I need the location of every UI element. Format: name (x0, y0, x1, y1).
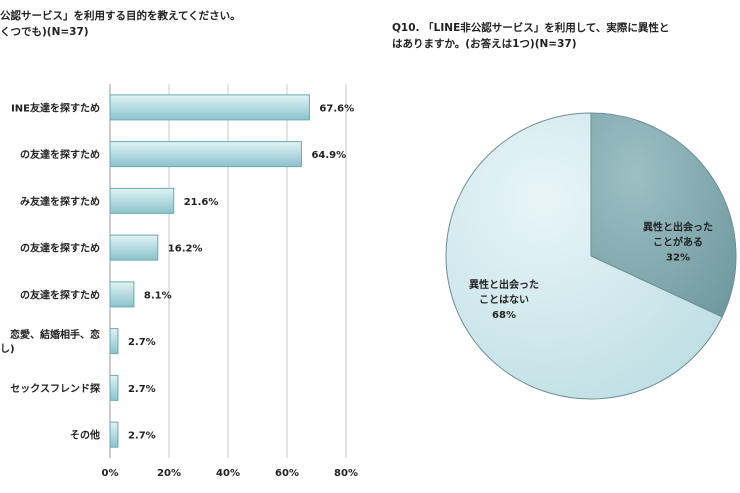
pie-slice-label: ことはない (479, 294, 529, 306)
category-label: の友達を探すため (20, 288, 100, 301)
category-label: その他 (70, 429, 100, 442)
bar-value-label: 67.6% (319, 103, 354, 114)
pie-slice-label: 異性と出会った (643, 221, 713, 234)
bar (109, 94, 310, 121)
left-chart-title-line-1: 公認サービス」を利用する目的を教えてください。 (0, 10, 241, 22)
left-chart-title: 公認サービス」を利用する目的を教えてください。 くつでも)(N=37) (0, 8, 241, 40)
pie-slice-label: ことがある (653, 236, 703, 249)
x-tick-label: 20% (157, 468, 181, 479)
bar-value-label: 8.1% (144, 290, 172, 301)
pie-slice (590, 112, 737, 318)
category-label: INE友達を探すため (11, 101, 100, 114)
bar (109, 328, 119, 355)
bar (109, 234, 159, 261)
bar-value-label: 16.2% (168, 244, 203, 255)
x-tick-label: 80% (334, 468, 358, 479)
bar-value-label: 2.7% (128, 384, 156, 395)
right-chart-title-line-2: はありますか。(お答えは1つ)(N=37) (392, 38, 577, 50)
right-chart-title: Q10. 「LINE非公認サービス」を利用して、実際に異性と はありますか。(お… (392, 20, 669, 52)
x-tick-label: 60% (275, 468, 299, 479)
category-label: 恋愛、結婚相手、恋 (10, 328, 100, 341)
category-label-line-2: し) (0, 343, 15, 355)
bar-value-label: 64.9% (311, 150, 346, 161)
bar (109, 141, 302, 168)
x-tick-label: 40% (216, 468, 240, 479)
bar-value-label: 2.7% (128, 337, 156, 348)
pie-slice-label: 68% (492, 310, 516, 321)
left-chart-title-line-2: くつでも)(N=37) (0, 26, 89, 38)
x-tick-label: 0% (102, 468, 119, 479)
category-label: み友達を探すため (20, 195, 100, 208)
bar-value-label: 2.7% (128, 431, 156, 442)
category-label: の友達を探すため (20, 148, 100, 161)
right-chart-title-line-1: Q10. 「LINE非公認サービス」を利用して、実際に異性と (392, 22, 670, 34)
bar (109, 281, 135, 308)
bar (109, 187, 175, 214)
pie-slice (445, 112, 723, 400)
bar-value-label: 21.6% (184, 197, 219, 208)
bar-chart: 0% 20% 40% 60% 80% 67.6% INE友達を探すため 64.9% の友達を探す… (0, 84, 358, 479)
category-label: の友達を探すため (20, 242, 100, 255)
pie-slice-label: 異性と出会った (469, 278, 539, 291)
bar (109, 421, 119, 448)
category-label: セックスフレンド探 (10, 382, 100, 395)
bar (109, 374, 119, 401)
pie-slice-label: 32% (666, 253, 690, 264)
